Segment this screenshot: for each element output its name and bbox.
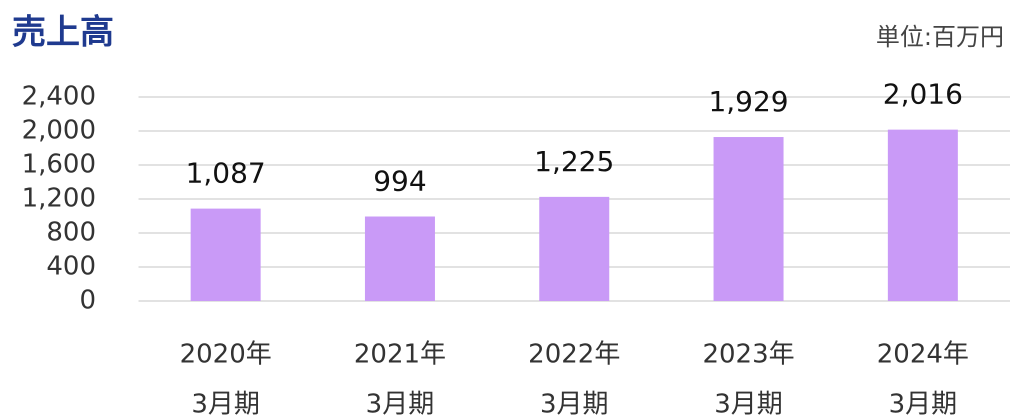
bar	[887, 129, 958, 301]
x-tick-label: 2024年	[877, 340, 969, 370]
bar	[364, 216, 435, 301]
x-tick-label: 2021年	[354, 340, 446, 370]
unit-label: 単位:百万円	[876, 23, 1004, 51]
value-label: 1,929	[708, 85, 788, 118]
y-tick-label: 1,200	[22, 184, 96, 214]
y-tick-label: 1,600	[22, 150, 96, 180]
y-tick-label: 0	[79, 286, 96, 316]
x-tick-label: 3月期	[540, 390, 609, 419]
y-tick-label: 800	[46, 218, 96, 248]
x-tick-label: 3月期	[889, 390, 958, 419]
value-label: 2,016	[883, 78, 963, 111]
bar	[539, 196, 610, 301]
x-tick-label: 3月期	[714, 390, 783, 419]
value-label: 1,087	[186, 157, 266, 190]
value-label: 994	[373, 165, 426, 198]
x-tick-label: 3月期	[366, 390, 435, 419]
y-tick-label: 2,400	[22, 82, 96, 112]
bar	[190, 208, 261, 301]
x-tick-label: 3月期	[191, 390, 260, 419]
x-tick-label: 2022年	[528, 340, 620, 370]
bar	[713, 137, 784, 301]
y-tick-label: 400	[46, 252, 96, 282]
y-tick-label: 2,000	[22, 116, 96, 146]
x-tick-label: 2020年	[180, 340, 272, 370]
chart-title: 売上高	[12, 13, 114, 53]
value-label: 1,225	[534, 145, 614, 178]
x-tick-label: 2023年	[702, 340, 794, 370]
